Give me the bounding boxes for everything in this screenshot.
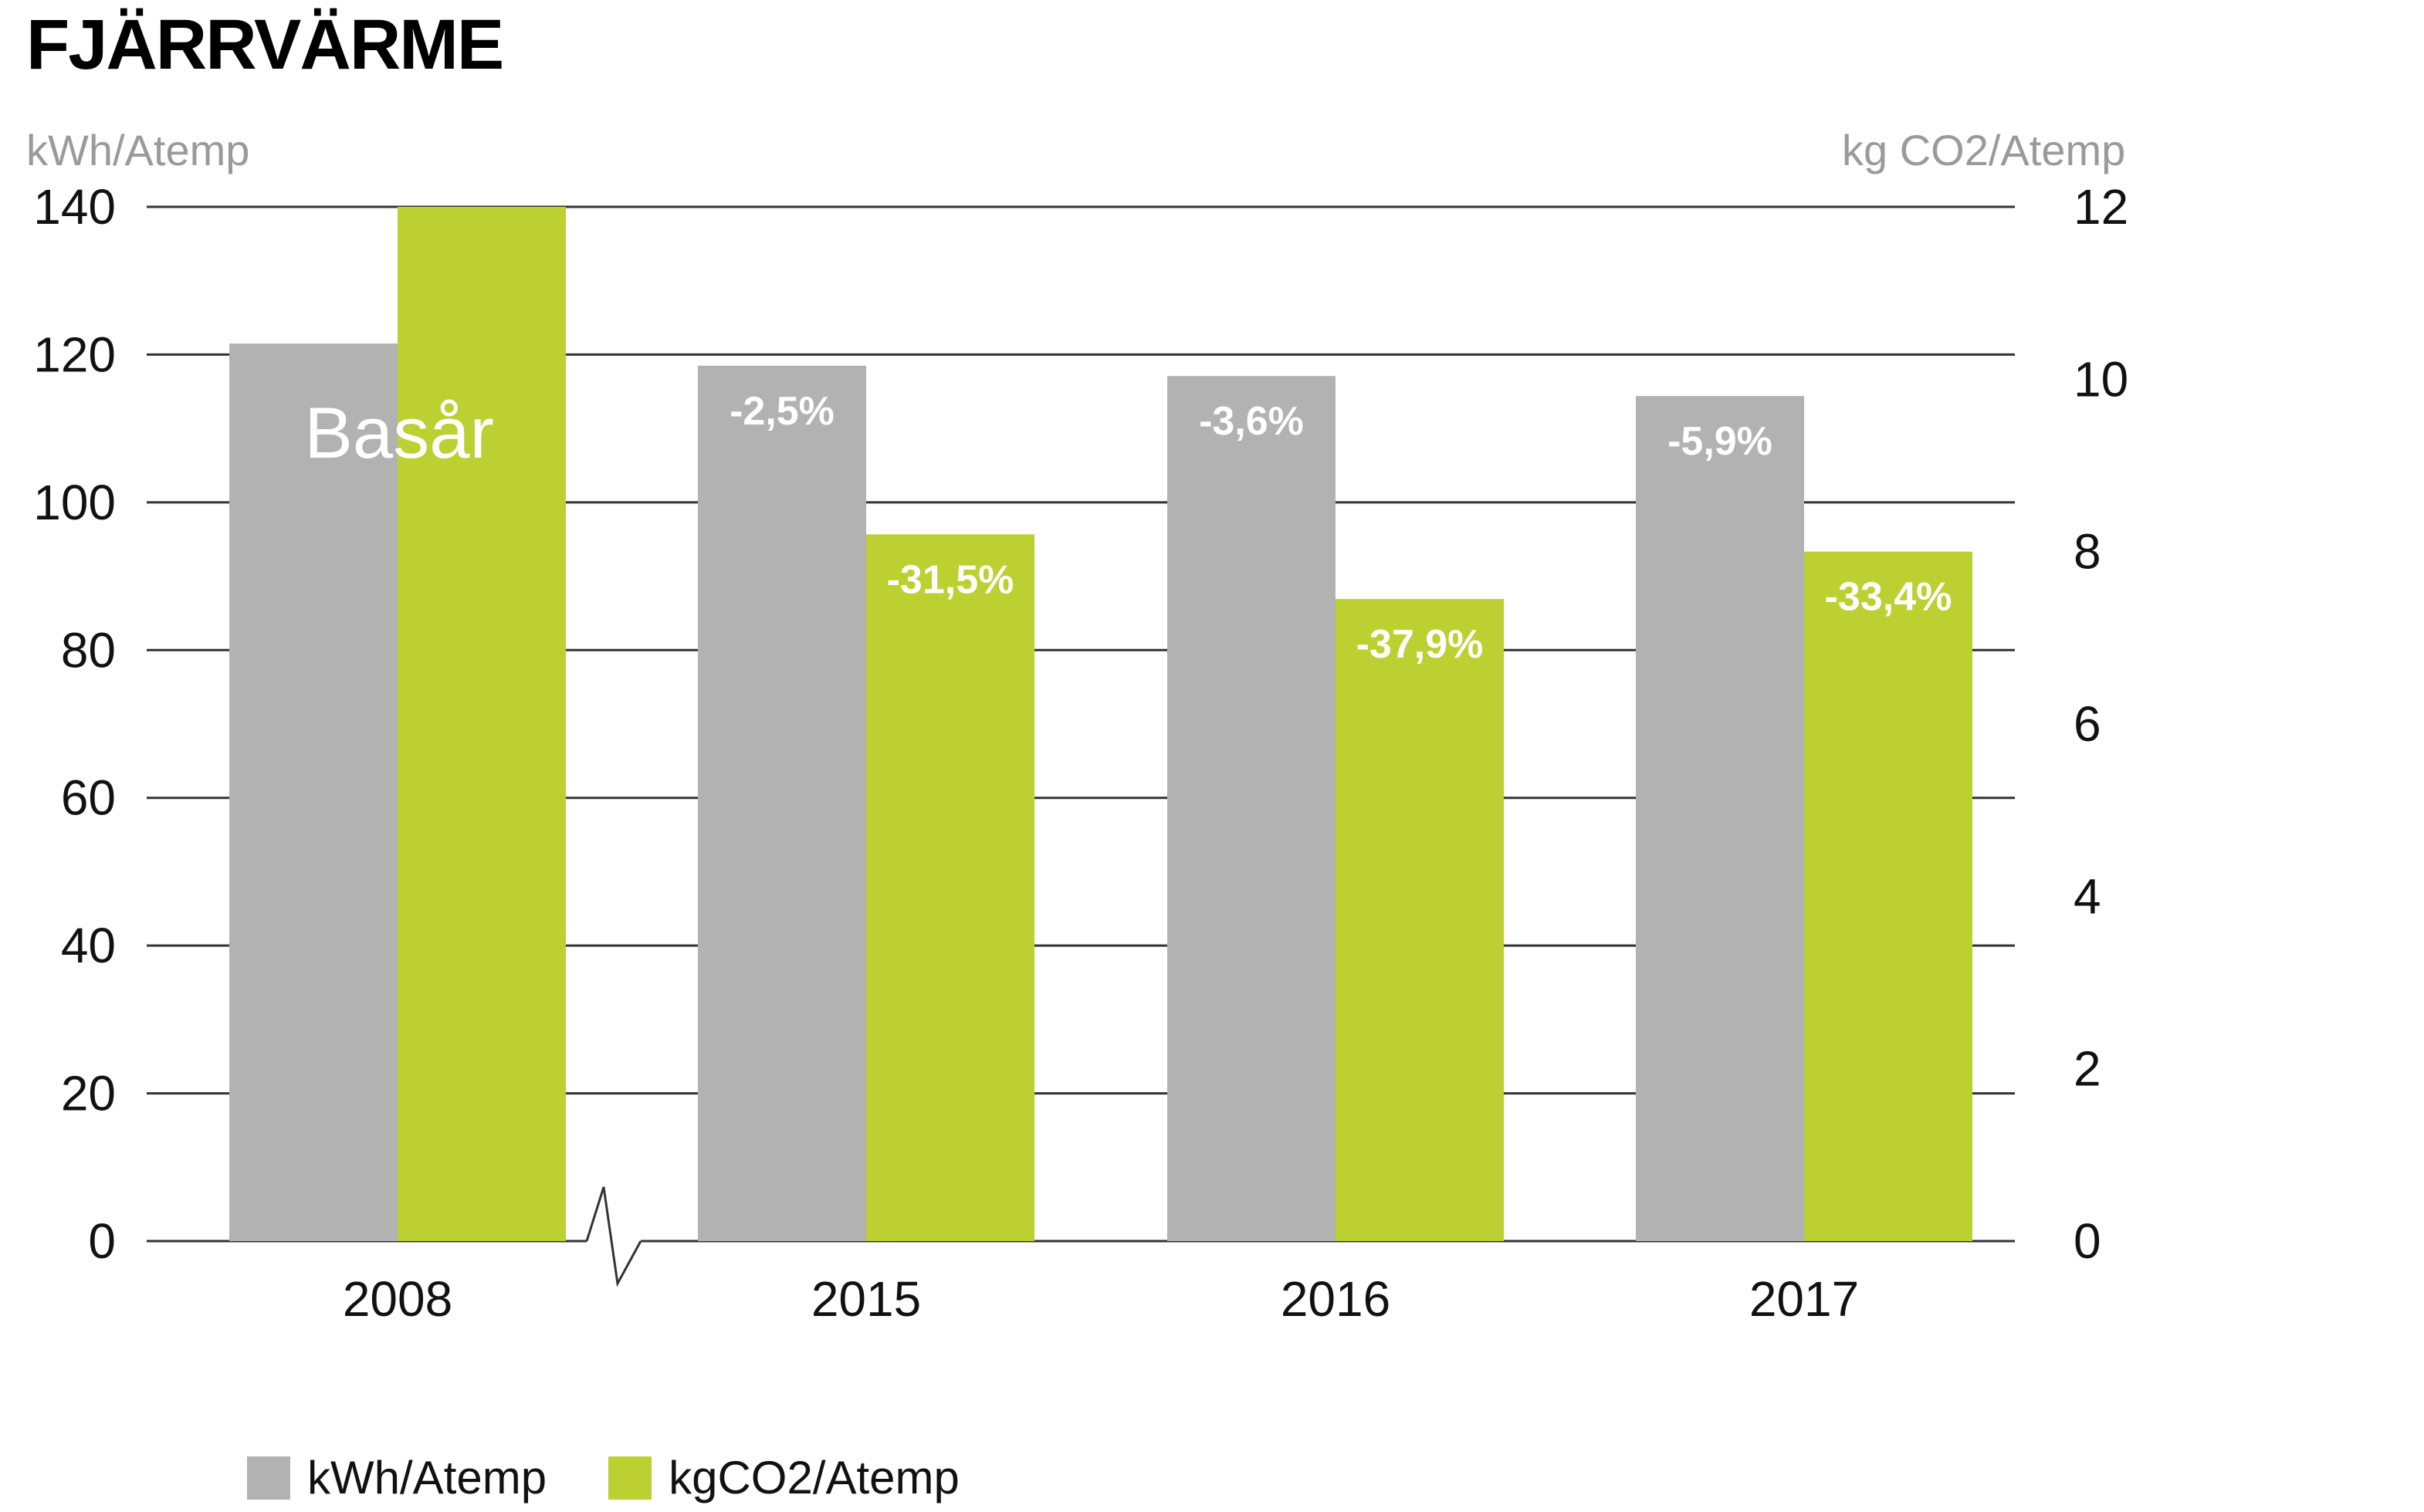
y-tick-right: 2 bbox=[2074, 1041, 2101, 1097]
data-label-kwh: -2,5% bbox=[730, 389, 835, 434]
y-tick-left: 120 bbox=[33, 326, 116, 382]
x-tick: 2017 bbox=[1749, 1271, 1859, 1327]
legend-item-co2: kgCO2/Atemp bbox=[608, 1451, 960, 1504]
legend-label-co2: kgCO2/Atemp bbox=[669, 1452, 960, 1504]
y-tick-left: 40 bbox=[61, 918, 116, 973]
x-tick: 2015 bbox=[811, 1271, 921, 1327]
axis-break bbox=[585, 1186, 642, 1287]
legend: kWh/Atemp kgCO2/Atemp bbox=[247, 1451, 1021, 1504]
data-label-co2: -37,9% bbox=[1356, 622, 1484, 667]
y-tick-left: 140 bbox=[33, 179, 116, 235]
x-tick: 2016 bbox=[1281, 1271, 1390, 1327]
bar-kwh bbox=[698, 365, 866, 1242]
y-tick-left: 0 bbox=[88, 1213, 116, 1269]
y-tick-left: 20 bbox=[61, 1066, 116, 1121]
y-tick-right: 6 bbox=[2074, 696, 2101, 752]
y-tick-right: 8 bbox=[2074, 524, 2101, 580]
right-axis-unit: kg CO2/Atemp bbox=[1842, 126, 2126, 174]
bar-co2 bbox=[1804, 551, 1972, 1241]
data-labels: Basår -2,5% -31,5% -3,6% -37,9% -5,9% -33,4% bbox=[304, 389, 1952, 667]
bar-kwh bbox=[1636, 396, 1804, 1241]
chart-title: FJÄRRVÄRME bbox=[26, 5, 504, 84]
baseline-year-label: Basår bbox=[304, 392, 494, 473]
y-tick-left: 60 bbox=[61, 770, 116, 826]
data-label-co2: -31,5% bbox=[887, 557, 1014, 602]
legend-swatch-kwh bbox=[247, 1456, 290, 1500]
bar-co2 bbox=[398, 207, 566, 1241]
x-tick: 2008 bbox=[343, 1271, 452, 1327]
legend-label-kwh: kWh/Atemp bbox=[307, 1452, 547, 1504]
left-axis-unit: kWh/Atemp bbox=[26, 126, 250, 174]
y-tick-left: 100 bbox=[33, 475, 116, 530]
bar-co2 bbox=[1336, 599, 1504, 1241]
data-label-co2: -33,4% bbox=[1825, 575, 1952, 620]
axes: 0 20 40 60 80 100 120 140 0 2 4 6 8 10 12 2008 2015 2016 2… bbox=[33, 179, 2128, 1327]
y-tick-left: 80 bbox=[61, 622, 116, 678]
y-tick-right: 0 bbox=[2074, 1213, 2101, 1269]
bar-kwh bbox=[229, 343, 398, 1242]
legend-swatch-co2 bbox=[608, 1456, 652, 1500]
bar-kwh bbox=[1167, 376, 1336, 1242]
bars bbox=[229, 207, 1972, 1242]
bar-co2 bbox=[866, 534, 1034, 1241]
y-tick-right: 4 bbox=[2074, 868, 2101, 924]
data-label-kwh: -5,9% bbox=[1667, 419, 1772, 464]
data-label-kwh: -3,6% bbox=[1199, 399, 1304, 444]
legend-item-kwh: kWh/Atemp bbox=[247, 1451, 547, 1504]
y-tick-right: 12 bbox=[2074, 179, 2128, 235]
y-tick-right: 10 bbox=[2074, 351, 2128, 407]
